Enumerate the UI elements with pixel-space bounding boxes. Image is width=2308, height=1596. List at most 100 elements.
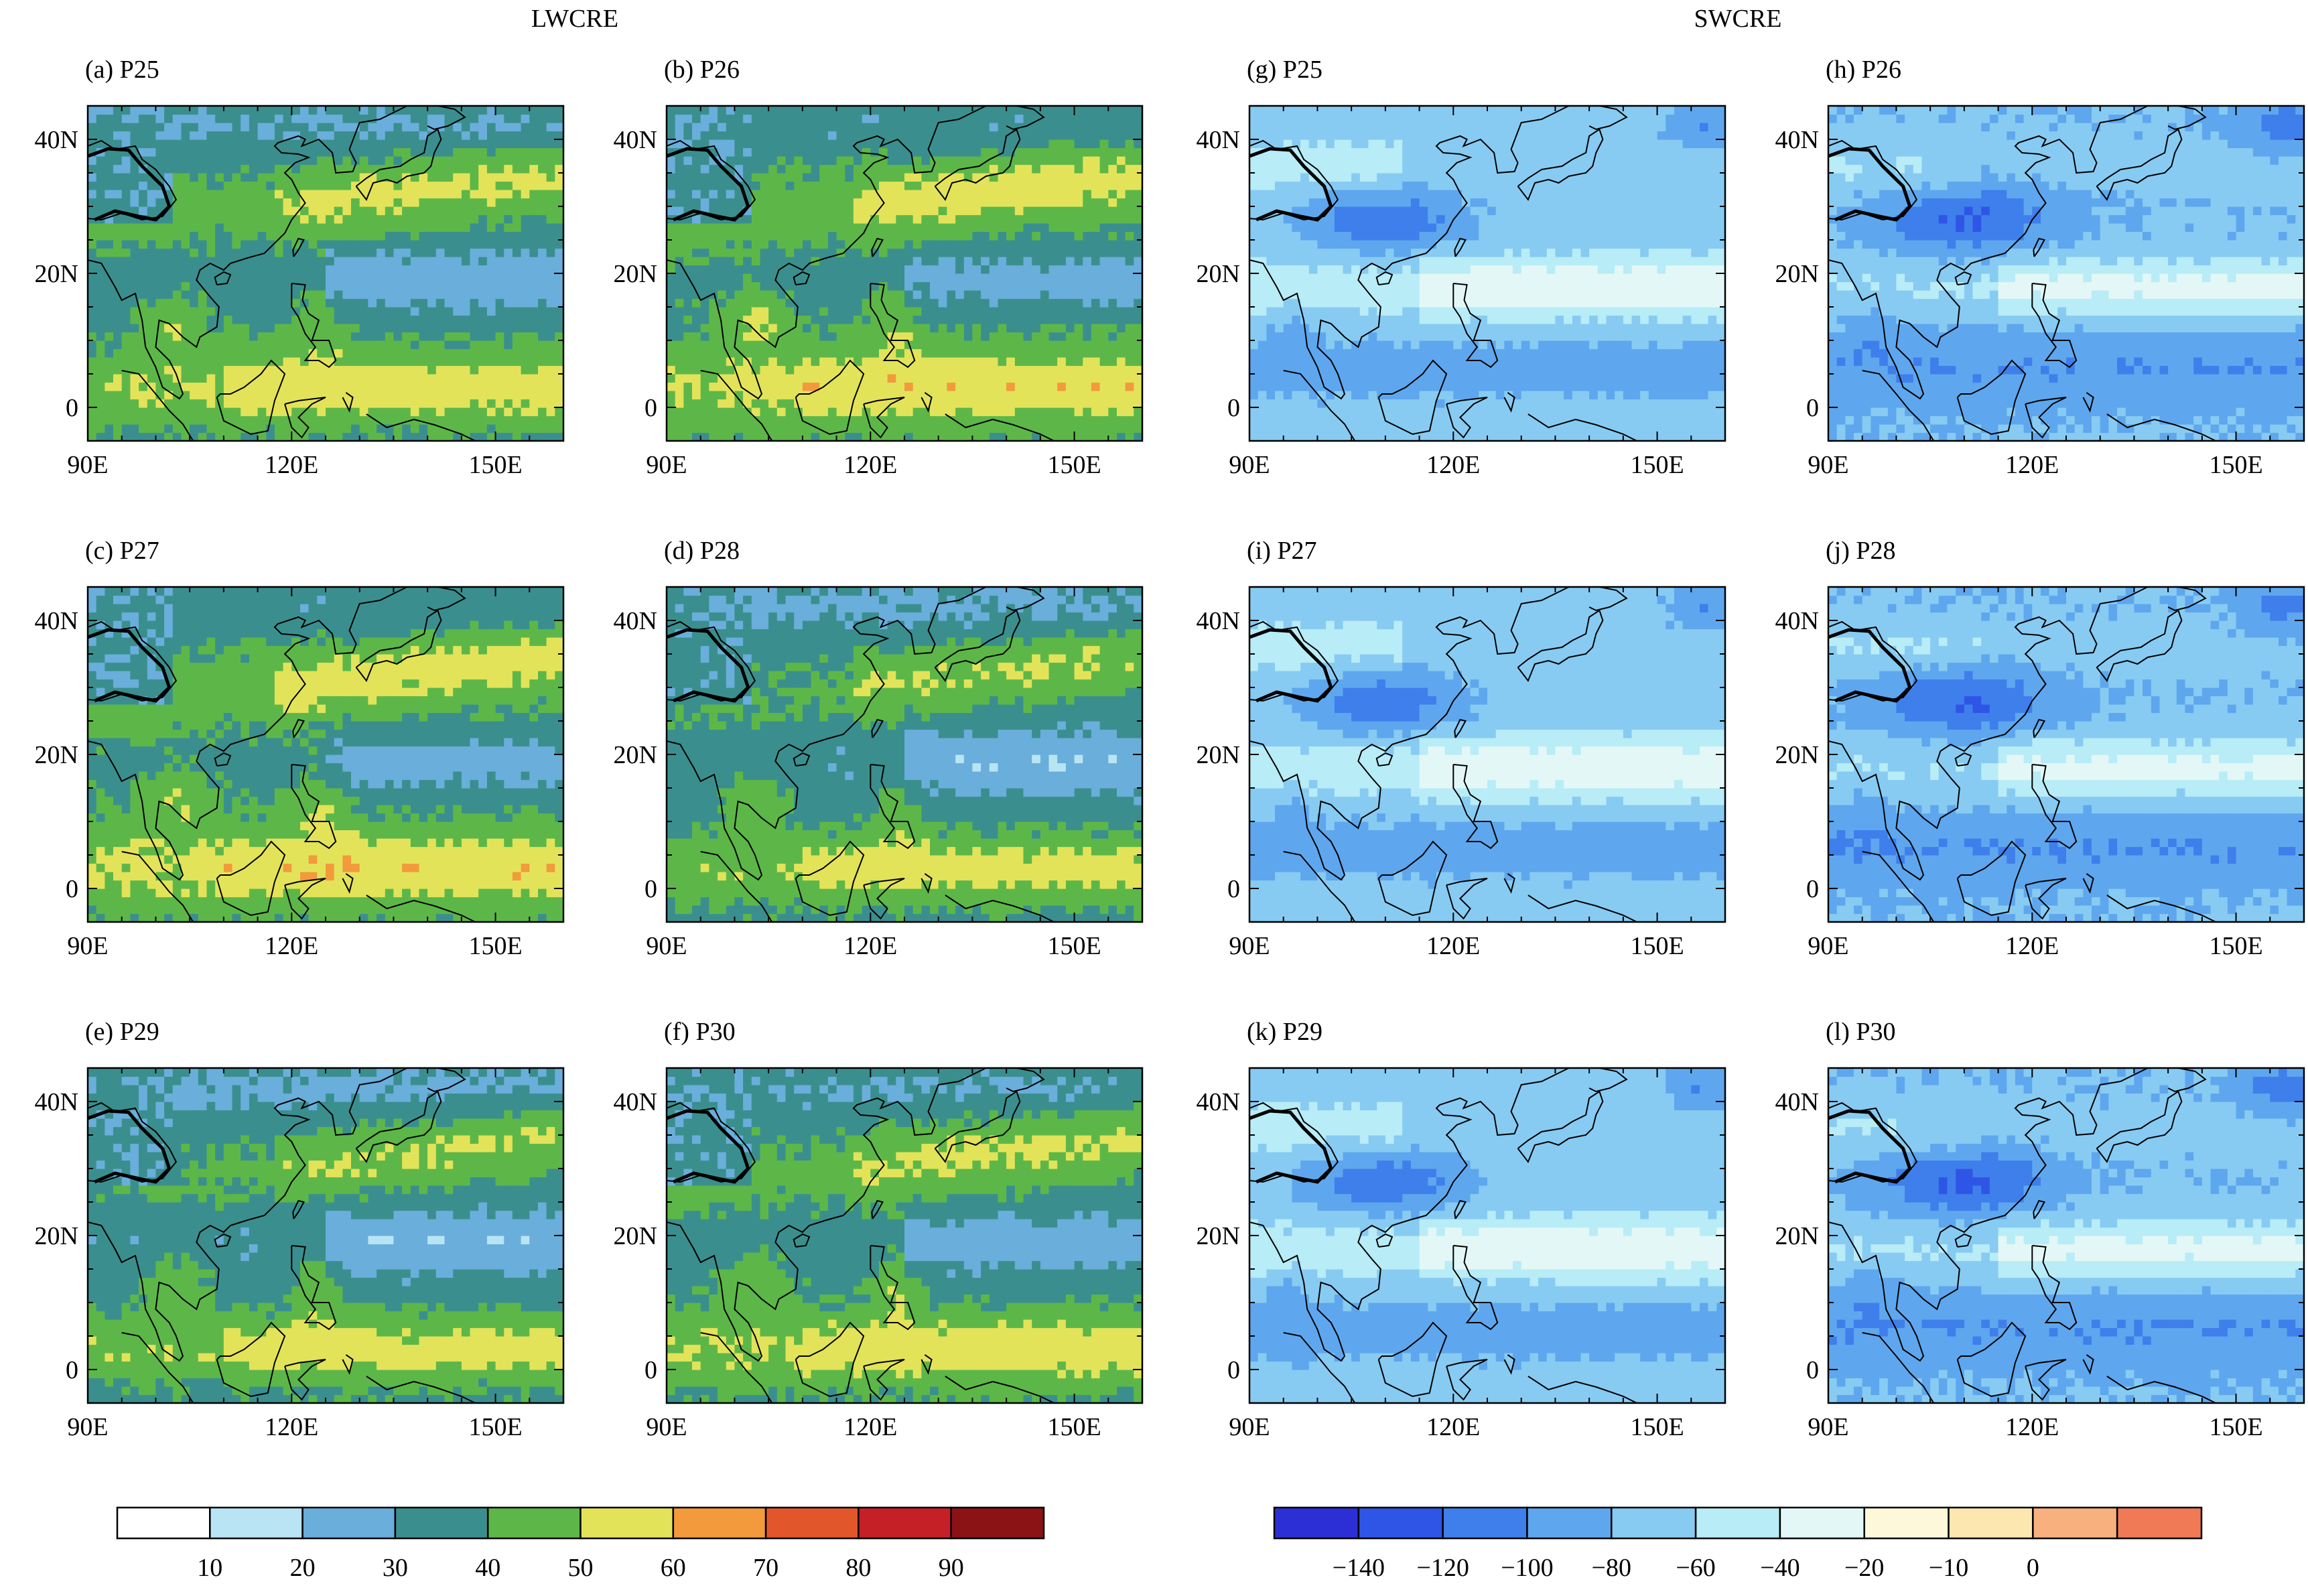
coastlines [1249, 1068, 1639, 1403]
colorbar-swatch [1273, 1506, 1360, 1540]
colorbar-label: −40 [1760, 1554, 1800, 1582]
lat-tick-label: 20N [1197, 260, 1240, 288]
colorbar-swatch [2116, 1506, 2203, 1540]
coastlines [667, 106, 1056, 441]
field-lwcre [88, 1068, 563, 1403]
colorbar-label: 60 [661, 1554, 686, 1582]
panel-i: (i) P27 90E 120E 150E 40N 20N 0 [1197, 537, 1726, 960]
lat-tick-label: 20N [614, 1222, 657, 1250]
lat-tick-label: 0 [1806, 394, 1819, 422]
lon-tick-label: 120E [843, 932, 897, 960]
lat-tick-label: 40N [614, 126, 657, 154]
field-swcre [1828, 1068, 2304, 1403]
lat-tick-label: 20N [614, 260, 657, 288]
tibetan-plateau-outline [667, 1109, 750, 1184]
lat-tick-label: 40N [1775, 1088, 1819, 1116]
lon-tick-label: 150E [2209, 451, 2262, 479]
lat-tick-label: 0 [1227, 394, 1240, 422]
lon-tick-label: 150E [1047, 1413, 1101, 1441]
lon-tick-label: 150E [1630, 932, 1684, 960]
coastlines [1828, 587, 2218, 922]
lon-tick-label: 150E [1630, 451, 1684, 479]
colorbar-swatch [1442, 1506, 1528, 1540]
coastlines [667, 1068, 1056, 1403]
tibetan-plateau-outline [88, 628, 172, 703]
panel-e: (e) P29 90E 120E 150E 40N 20N 0 [35, 1018, 565, 1441]
colorbar-label: 70 [753, 1554, 778, 1582]
lon-tick-label: 120E [2005, 1413, 2059, 1441]
coastlines [1249, 106, 1639, 441]
colorbar-label: 10 [197, 1554, 222, 1582]
lon-tick-label: 90E [646, 932, 687, 960]
colorbar-label: −140 [1333, 1554, 1385, 1582]
colorbar-swatch [301, 1506, 397, 1540]
colorbar-swatch [1694, 1506, 1781, 1540]
colorbar-label: 40 [475, 1554, 500, 1582]
panel-label: (j) P28 [1826, 537, 1896, 565]
lat-tick-label: 20N [35, 741, 78, 769]
colorbar-label: −100 [1501, 1554, 1553, 1582]
colorbar-swatch [1948, 1506, 2034, 1540]
colorbar-swatch [1863, 1506, 1950, 1540]
panel-g: (g) P25 90E 120E 150E 40N 20N 0 [1197, 56, 1726, 479]
lat-tick-label: 20N [1775, 741, 1819, 769]
colorbar-swatch [486, 1506, 582, 1540]
coastlines [1828, 106, 2218, 441]
lat-tick-label: 0 [1227, 1356, 1240, 1384]
lon-tick-label: 150E [2209, 1413, 2262, 1441]
panel-j: (j) P28 90E 120E 150E 40N 20N 0 [1775, 537, 2305, 960]
tibetan-plateau-outline [88, 1109, 172, 1184]
lat-tick-label: 0 [66, 875, 78, 903]
panel-b: (b) P26 90E 120E 150E 40N 20N 0 [614, 56, 1144, 479]
panel-label: (b) P26 [664, 56, 740, 84]
lat-tick-label: 0 [66, 1356, 78, 1384]
lat-tick-label: 20N [1775, 260, 1819, 288]
lon-tick-label: 90E [1229, 932, 1270, 960]
panel-h: (h) P26 90E 120E 150E 40N 20N 0 [1775, 56, 2305, 479]
lat-tick-label: 40N [614, 607, 657, 635]
lat-tick-label: 40N [35, 607, 78, 635]
colorbar-label: −60 [1676, 1554, 1715, 1582]
panel-label: (i) P27 [1247, 537, 1317, 565]
lon-tick-label: 90E [646, 1413, 687, 1441]
panel-label: (d) P28 [664, 537, 740, 565]
tibetan-plateau-outline [1828, 147, 1912, 222]
lon-tick-label: 90E [1229, 1413, 1270, 1441]
lat-tick-label: 0 [644, 394, 657, 422]
coastlines [88, 106, 477, 441]
lat-tick-label: 20N [1775, 1222, 1819, 1250]
lon-tick-label: 120E [1426, 932, 1480, 960]
tibetan-plateau-outline [667, 628, 750, 703]
field-swcre [1249, 587, 1725, 922]
coastlines [1249, 587, 1639, 922]
field-swcre [1828, 587, 2304, 922]
colorbar-label: 30 [383, 1554, 408, 1582]
lat-tick-label: 20N [35, 260, 78, 288]
lon-tick-label: 90E [1229, 451, 1270, 479]
lat-tick-label: 40N [35, 1088, 78, 1116]
coastlines [667, 587, 1056, 922]
lwcre-group-title: LWCRE [531, 5, 618, 33]
lat-tick-label: 0 [66, 394, 78, 422]
colorbar-swatch [209, 1506, 303, 1540]
lon-tick-label: 90E [67, 451, 108, 479]
lat-tick-label: 0 [1806, 875, 1819, 903]
lon-tick-label: 90E [646, 451, 687, 479]
lat-tick-label: 20N [1197, 741, 1240, 769]
panels-layer: (a) P25 90E 120E 150E 40N 20N 0 (b) P26 90E 120E 1… [35, 56, 2305, 1441]
lat-tick-label: 40N [1197, 126, 1240, 154]
tibetan-plateau-outline [1249, 628, 1333, 703]
panel-k: (k) P29 90E 120E 150E 40N 20N 0 [1197, 1018, 1726, 1441]
panel-label: (f) P30 [664, 1018, 736, 1046]
panel-l: (l) P30 90E 120E 150E 40N 20N 0 [1775, 1018, 2305, 1441]
colorbar-label: −10 [1929, 1554, 1968, 1582]
lon-tick-label: 120E [1426, 1413, 1480, 1441]
lon-tick-label: 90E [67, 1413, 108, 1441]
lon-tick-label: 120E [843, 451, 897, 479]
field-lwcre [667, 106, 1142, 441]
tibetan-plateau-outline [1828, 628, 1912, 703]
tibetan-plateau-outline [88, 147, 172, 222]
lon-tick-label: 150E [1047, 932, 1101, 960]
lat-tick-label: 40N [1197, 607, 1240, 635]
field-swcre [1828, 106, 2304, 441]
